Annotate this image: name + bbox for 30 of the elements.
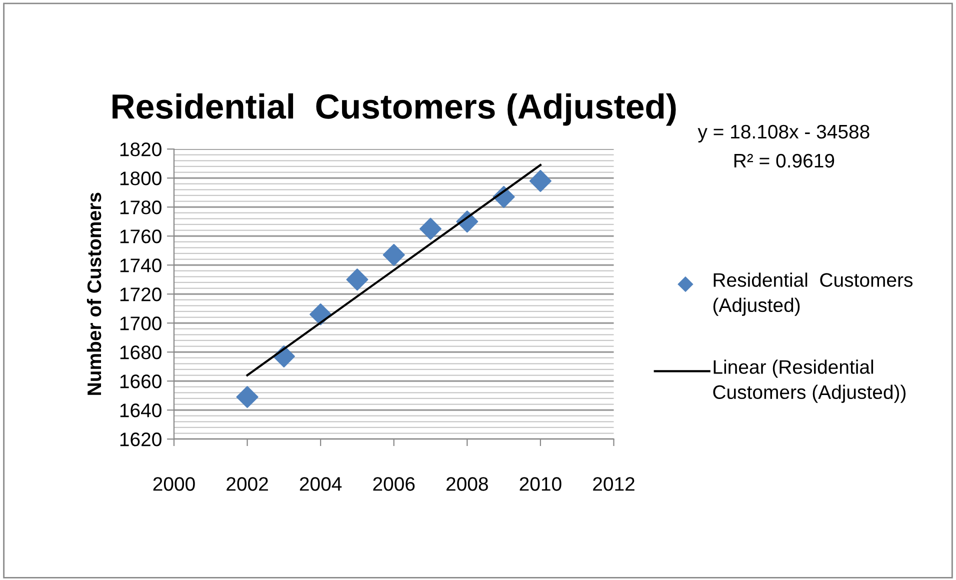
legend-label: Residential Customers (Adjusted) [713, 272, 913, 316]
y-tick-label: 1800 [120, 172, 162, 186]
point [382, 244, 405, 266]
y-tick-label: 1780 [120, 200, 162, 214]
text: R² = 0.9619 [734, 154, 834, 168]
y-tick-label: 1680 [120, 346, 162, 360]
y-tick-label: 1700 [120, 316, 162, 330]
point [310, 303, 332, 326]
point [420, 218, 442, 240]
x-tick-label: 2000 [153, 477, 195, 491]
point [236, 386, 258, 408]
x-tick-label: 2006 [373, 477, 415, 491]
y-tick-label: 1740 [120, 258, 162, 272]
y-tick-label: 1640 [120, 404, 162, 418]
point [346, 268, 368, 291]
y-tick-label: 1760 [120, 230, 162, 244]
x-tick-label: 2004 [300, 477, 342, 491]
x-tick-label: 2008 [446, 477, 488, 491]
y-tick-label: 1720 [120, 288, 162, 302]
x-tick-label: 2010 [520, 477, 562, 491]
point [529, 170, 552, 192]
y-tick-label: 1620 [120, 432, 162, 446]
y-tick-label: 1660 [120, 374, 162, 388]
text: y = 18.108x - 34588 [698, 124, 870, 142]
x-tick-label: 2002 [226, 477, 268, 491]
y-axis-title: Number of Customers [86, 192, 102, 395]
chart-title: Residential Customers (Adjusted) [112, 93, 676, 126]
legend-label: Linear (Residential Customers (Adjusted)) [713, 360, 906, 403]
x-tick-label: 2012 [593, 477, 634, 491]
y-tick-label: 1820 [120, 142, 162, 156]
